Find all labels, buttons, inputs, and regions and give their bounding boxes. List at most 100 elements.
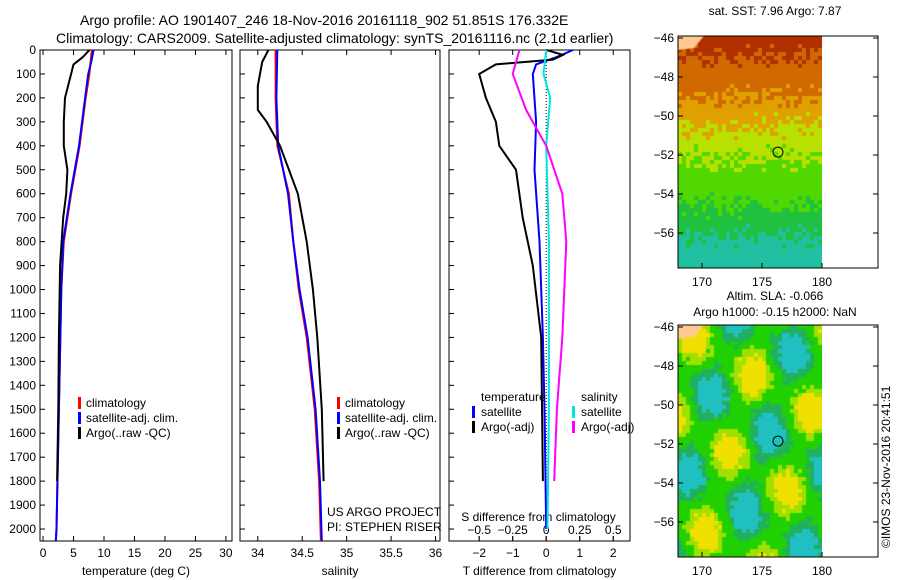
sla-map-image <box>678 325 822 557</box>
x2-tick-label: −0.5 <box>467 523 491 537</box>
y-tick-label: 800 <box>16 235 36 249</box>
lon-tick-label: 180 <box>812 275 832 289</box>
legend-swatch <box>572 421 575 433</box>
legend-label: climatology <box>86 396 146 410</box>
lon-tick-label: 180 <box>812 564 832 578</box>
lat-tick-label: −48 <box>654 359 675 373</box>
x-tick-label: −2 <box>472 546 486 560</box>
lat-tick-label: −50 <box>654 398 675 412</box>
plot-frame-salinity <box>239 49 441 542</box>
argo-position-marker <box>772 435 784 447</box>
y-tick-label: 1700 <box>9 450 36 464</box>
lat-tick-label: −56 <box>654 515 675 529</box>
lat-tick-label: −46 <box>654 31 675 45</box>
lat-tick-label: −54 <box>654 476 675 490</box>
y-tick-label: 1500 <box>9 402 36 416</box>
lat-tick-label: −54 <box>654 187 675 201</box>
legend-swatch <box>78 397 81 409</box>
pi-credit: PI: STEPHEN RISER <box>327 520 442 534</box>
x-tick-label: 2 <box>610 546 617 560</box>
project-credit: US ARGO PROJECT <box>327 505 442 519</box>
legend-label: Argo(-adj) <box>581 420 634 434</box>
x-tick-label: 36 <box>429 546 443 560</box>
x-tick-label: 0 <box>40 546 47 560</box>
lat-tick-label: −46 <box>654 320 675 334</box>
y-tick-label: 600 <box>16 187 36 201</box>
x-axis-label: temperature (deg C) <box>82 564 190 578</box>
y-tick-label: 200 <box>16 91 36 105</box>
legend-label: satellite-adj. clim. <box>345 411 437 425</box>
x-tick-label: 20 <box>158 546 172 560</box>
lon-tick-label: 170 <box>692 275 712 289</box>
y-tick-label: 400 <box>16 139 36 153</box>
x-axis-label: salinity <box>322 564 359 578</box>
y-tick-label: 1600 <box>9 426 36 440</box>
imos-credit: ©IMOS 23-Nov-2016 20:41:51 <box>879 385 893 548</box>
x-tick-label: 10 <box>97 546 111 560</box>
title-line2: Climatology: CARS2009. Satellite-adjuste… <box>56 30 613 46</box>
y-tick-label: 2000 <box>9 522 36 536</box>
x2-tick-label: −0.25 <box>497 523 528 537</box>
legend-swatch <box>78 412 81 424</box>
y-tick-label: 1200 <box>9 330 36 344</box>
x2-axis-label: S difference from climatology <box>461 510 616 524</box>
plot-frame-differences <box>448 49 631 542</box>
legend-swatch <box>337 412 340 424</box>
series-line-argo-raw-qc- <box>56 49 91 482</box>
legend-label: Argo(..raw -QC) <box>86 426 171 440</box>
lat-tick-label: −52 <box>654 437 675 451</box>
legend-label: satellite <box>481 405 522 419</box>
y-tick-label: 0 <box>29 43 36 57</box>
series-line-satellite-adj-clim- <box>275 49 323 542</box>
x2-tick-label: 0 <box>543 523 550 537</box>
legend-swatch <box>572 406 575 418</box>
y-tick-label: 100 <box>16 67 36 81</box>
lon-tick-label: 175 <box>752 564 772 578</box>
legend-swatch <box>472 406 475 418</box>
x-tick-label: 25 <box>189 546 203 560</box>
map-frame-sst <box>677 35 879 269</box>
y-tick-label: 1000 <box>9 283 36 297</box>
x2-tick-label: 0.5 <box>605 523 622 537</box>
lon-tick-label: 170 <box>692 564 712 578</box>
y-tick-label: 1300 <box>9 354 36 368</box>
series-line-s-argo-adj- <box>511 49 568 482</box>
y-tick-label: 300 <box>16 115 36 129</box>
x-tick-label: 1 <box>576 546 583 560</box>
legend-label: satellite <box>581 405 622 419</box>
x-tick-label: 30 <box>219 546 233 560</box>
y-tick-label: 500 <box>16 163 36 177</box>
title-line1: Argo profile: AO 1901407_246 18-Nov-2016… <box>80 12 568 28</box>
legend-temperature-heading: temperature <box>481 390 546 404</box>
series-line-t-satellite <box>531 49 574 530</box>
legend-label: Argo(-adj) <box>481 420 534 434</box>
x-tick-label: 34.5 <box>291 546 315 560</box>
y-tick-label: 900 <box>16 259 36 273</box>
x2-tick-label: 0.25 <box>568 523 592 537</box>
y-tick-label: 1100 <box>10 306 36 320</box>
legend-label: climatology <box>345 396 405 410</box>
legend-swatch <box>78 427 81 439</box>
map-frame-sla <box>677 324 879 558</box>
y-tick-label: 1400 <box>9 378 36 392</box>
lat-tick-label: −50 <box>654 109 675 123</box>
y-tick-label: 1900 <box>9 498 36 512</box>
series-line-satellite-adj-clim- <box>54 49 95 542</box>
series-line-argo-raw-qc- <box>256 49 325 482</box>
x-tick-label: 5 <box>70 546 77 560</box>
plot-frame-temperature <box>39 49 233 542</box>
legend-swatch <box>337 427 340 439</box>
legend-swatch <box>337 397 340 409</box>
map-title: sat. SST: 7.96 Argo: 7.87 <box>709 4 842 18</box>
legend-label: satellite-adj. clim. <box>86 411 178 425</box>
lon-tick-label: 175 <box>752 275 772 289</box>
argo-position-marker <box>772 146 784 158</box>
legend-salinity-heading: salinity <box>581 390 618 404</box>
x-tick-label: 35.5 <box>379 546 403 560</box>
x-tick-label: 35 <box>340 546 354 560</box>
sst-map-image <box>678 36 822 268</box>
lat-tick-label: −48 <box>654 70 675 84</box>
lat-tick-label: −52 <box>654 148 675 162</box>
